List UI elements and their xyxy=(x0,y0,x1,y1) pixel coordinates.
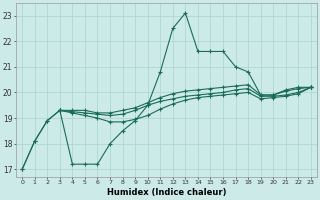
X-axis label: Humidex (Indice chaleur): Humidex (Indice chaleur) xyxy=(107,188,226,197)
